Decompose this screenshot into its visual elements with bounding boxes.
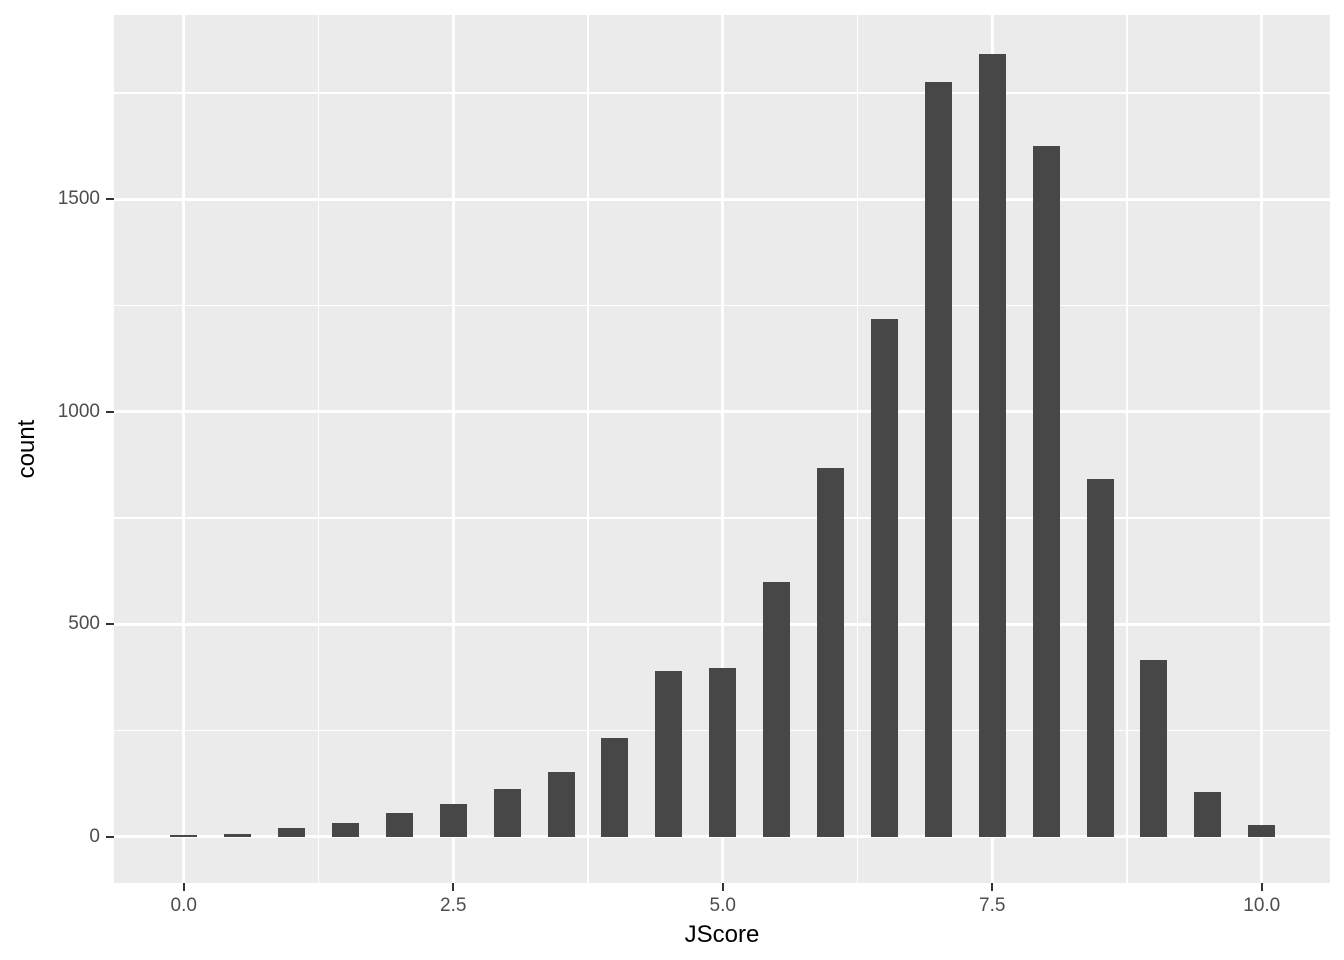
histogram-bar (170, 834, 198, 837)
histogram-bar (978, 53, 1006, 837)
histogram-bar (763, 581, 791, 837)
y-tick-mark (106, 410, 114, 413)
histogram-bar (1140, 659, 1168, 837)
x-axis-title: JScore (684, 921, 760, 948)
y-tick-label: 1500 (57, 188, 100, 210)
x-tick-label: 5.0 (709, 895, 736, 916)
histogram-bar (924, 81, 952, 837)
histogram-bar (1248, 824, 1276, 837)
y-tick-mark (106, 835, 114, 838)
y-tick-label: 0 (89, 825, 100, 847)
histogram-bar (817, 468, 845, 837)
histogram-bar (601, 738, 629, 837)
plot-panel (114, 15, 1330, 883)
y-tick-label: 500 (68, 613, 100, 635)
histogram-bar (493, 788, 521, 837)
x-tick-mark (991, 883, 994, 891)
y-axis-title: count (13, 419, 40, 479)
histogram-bar (224, 834, 252, 837)
histogram-bar (1032, 146, 1060, 837)
histogram-bar (385, 813, 413, 837)
x-tick-label: 0.0 (170, 895, 197, 916)
x-minor-gridline (1126, 15, 1128, 883)
x-major-gridline (1260, 15, 1264, 883)
x-tick-label: 7.5 (979, 895, 1006, 916)
x-minor-gridline (856, 15, 859, 883)
y-tick-label: 1000 (57, 400, 100, 422)
x-major-gridline (182, 15, 186, 883)
x-tick-mark (452, 883, 455, 891)
x-tick-label: 2.5 (440, 895, 467, 916)
histogram-bar (655, 671, 683, 837)
histogram-bar (709, 668, 737, 837)
histogram-bar (1194, 791, 1222, 837)
histogram-bar (1086, 478, 1114, 837)
histogram-bar (278, 828, 305, 837)
x-tick-mark (182, 883, 185, 891)
histogram-bar (547, 772, 575, 837)
histogram-bar (870, 318, 898, 837)
x-tick-mark (1260, 883, 1263, 891)
histogram-bar (439, 803, 467, 837)
histogram-bar (331, 823, 359, 837)
x-minor-gridline (587, 15, 589, 883)
x-tick-mark (721, 883, 724, 891)
y-tick-mark (106, 198, 114, 201)
x-major-gridline (451, 15, 455, 883)
x-major-gridline (721, 15, 725, 883)
y-tick-mark (106, 623, 114, 626)
x-tick-label: 10.0 (1243, 895, 1281, 916)
x-minor-gridline (317, 15, 320, 883)
